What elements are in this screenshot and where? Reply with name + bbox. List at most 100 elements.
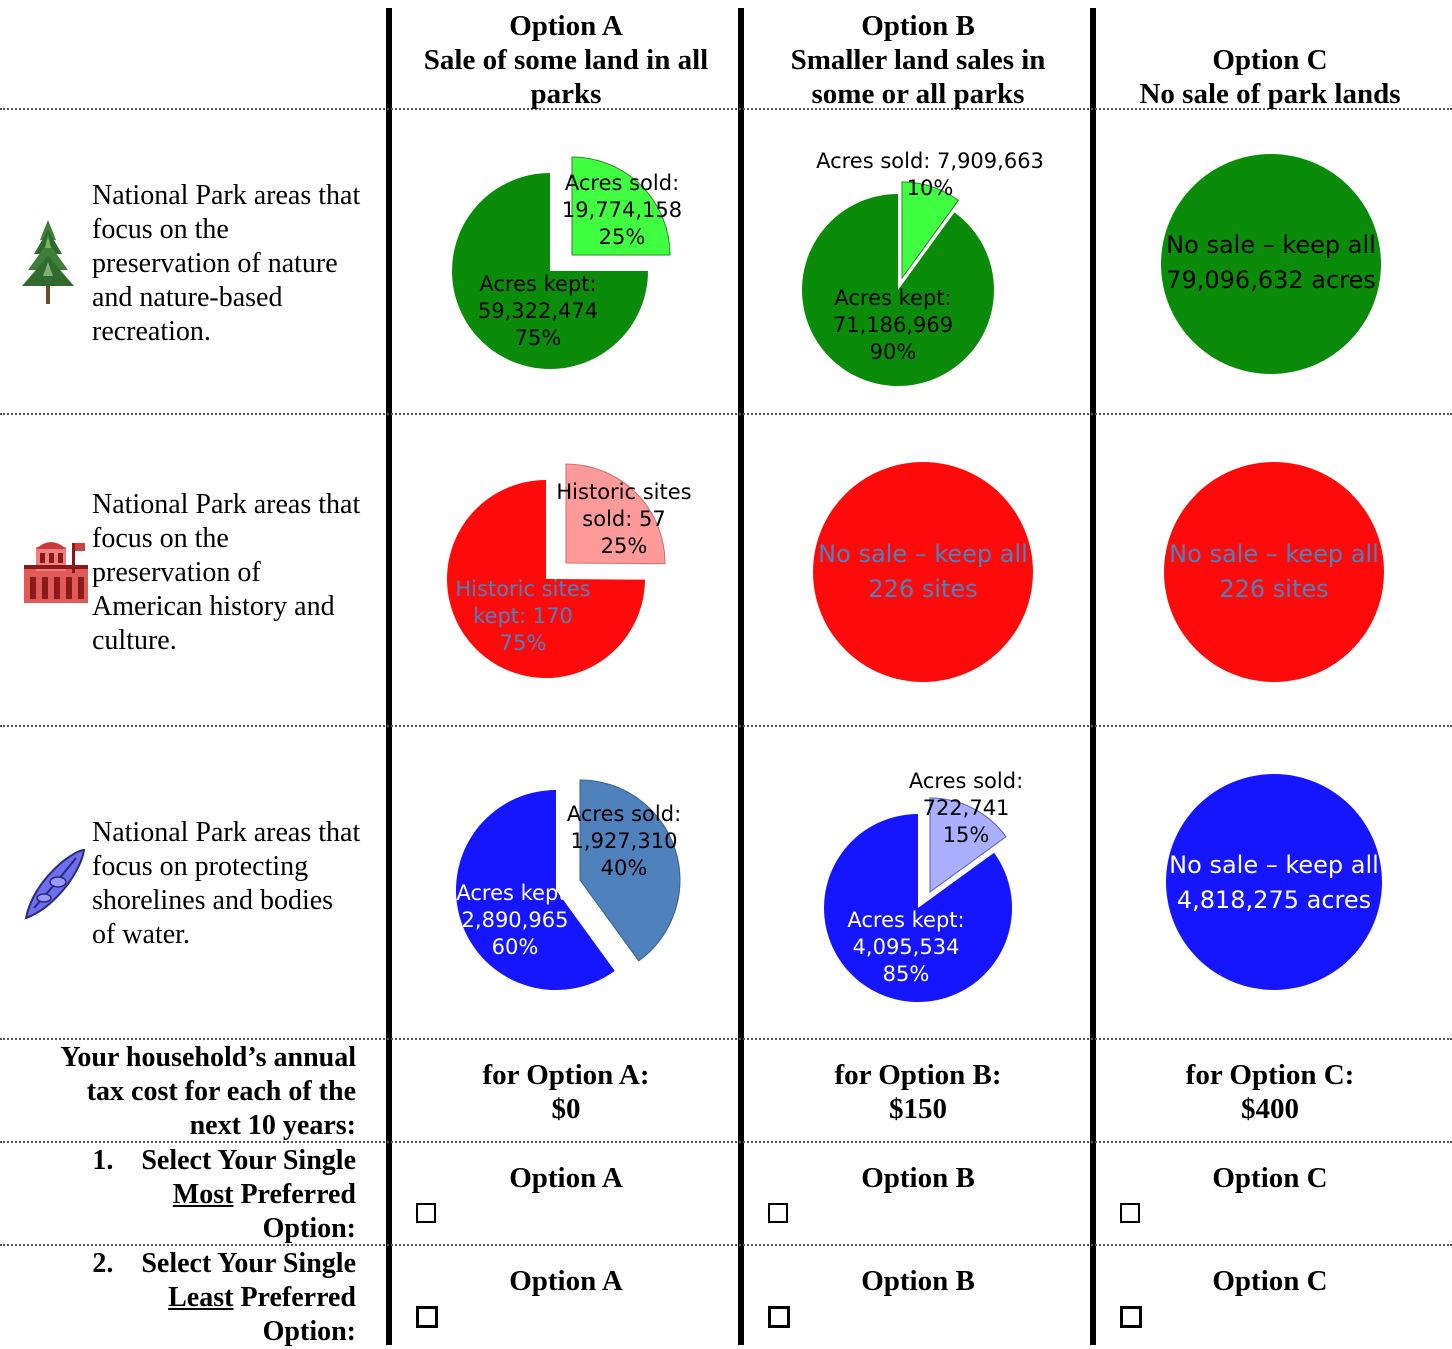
option-label: Option C (1212, 1162, 1328, 1194)
pine-tree-icon (22, 220, 74, 304)
tax-amount: $0 (551, 1093, 581, 1125)
tax-amount: $150 (889, 1093, 947, 1125)
most-option-b[interactable]: Option B (768, 1161, 1068, 1223)
option-a-description: Sale of some land in all (423, 44, 709, 76)
pie-label-sold: 19,774,158 (562, 198, 682, 222)
pie-full (1164, 462, 1384, 682)
row-divider (0, 108, 1452, 110)
question-text: Select Your Single (141, 1248, 356, 1279)
row-divider (0, 1244, 1452, 1246)
pie-label: 79,096,632 acres (1166, 266, 1376, 294)
row-text-line: of water. (92, 919, 190, 950)
pie-label-sold: Acres sold: (567, 802, 681, 826)
row-text-line: National Park areas that (92, 489, 361, 520)
row-divider (0, 1141, 1452, 1143)
pie-slice-kept (447, 480, 645, 678)
pie-label: 226 sites (868, 575, 977, 603)
question-text: Select Your Single (141, 1145, 356, 1176)
most-option-a[interactable]: Option A (416, 1161, 716, 1223)
pie-label: 4,818,275 acres (1177, 886, 1371, 914)
pie-label-sold: 15% (943, 823, 990, 847)
pie-label-kept: 60% (492, 935, 539, 959)
most-option-c[interactable]: Option C (1120, 1161, 1420, 1223)
option-a-header: Option A Sale of some land in all parks (406, 9, 726, 111)
nature-row-label: National Park areas that focus on the pr… (92, 179, 392, 349)
pie-label-sold: 10% (907, 176, 954, 200)
row-divider (0, 725, 1452, 727)
canoe-icon (24, 848, 86, 920)
least-option-a[interactable]: Option A (416, 1264, 716, 1328)
least-option-c[interactable]: Option C (1120, 1264, 1420, 1328)
tax-label-line: Your household’s annual (60, 1042, 356, 1073)
pie-full (1161, 154, 1381, 374)
row-text-line: American history and (92, 591, 335, 622)
row-divider (0, 1038, 1452, 1040)
row-text-line: culture. (92, 625, 177, 656)
option-label: Option B (861, 1265, 975, 1297)
question-number: 2. (92, 1248, 114, 1279)
row-text-line: National Park areas that (92, 180, 361, 211)
pie-label-sold: sold: 57 (582, 507, 665, 531)
least-option-b[interactable]: Option B (768, 1264, 1068, 1328)
column-divider (1090, 8, 1096, 1345)
pie-label: No sale – keep all (1169, 540, 1379, 568)
most-option-c-checkbox[interactable] (1120, 1203, 1140, 1223)
most-option-b-checkbox[interactable] (768, 1203, 788, 1223)
pie-slice-kept (802, 194, 994, 386)
option-c-header: Option C No sale of park lands (1110, 43, 1430, 111)
checkbox-row (768, 1306, 1068, 1328)
pie-label-kept: 2,890,965 (462, 908, 569, 932)
pie-label-sold: 722,741 (923, 796, 1010, 820)
least-option-a-checkbox[interactable] (416, 1306, 438, 1328)
row-text-line: and nature-based (92, 282, 283, 313)
checkbox-row (1120, 1306, 1420, 1328)
pie-label-kept: 75% (500, 631, 547, 655)
tax-cost-label: Your household’s annual tax cost for eac… (10, 1041, 356, 1143)
pie-label: No sale – keep all (1166, 231, 1376, 259)
least-option-b-checkbox[interactable] (768, 1306, 790, 1328)
option-b-description: some or all parks (811, 78, 1025, 110)
pie-label-sold: Acres sold: (909, 769, 1023, 793)
question-text: Preferred (240, 1282, 356, 1313)
tax-option-label: for Option C: (1185, 1059, 1355, 1091)
pie-label-sold: Acres sold: 7,909,663 (816, 149, 1044, 173)
option-b-header: Option B Smaller land sales in some or a… (758, 9, 1078, 111)
pie-full (1166, 774, 1382, 990)
option-b-title: Option B (861, 10, 975, 42)
tax-option-label: for Option B: (834, 1059, 1002, 1091)
pie-label-kept: 59,322,474 (478, 299, 598, 323)
row-text-line: recreation. (92, 316, 211, 347)
pie-full (813, 462, 1033, 682)
checkbox-row (416, 1306, 716, 1328)
pie-slice-kept (824, 814, 1012, 1002)
pie-label-sold: 25% (599, 225, 646, 249)
pie-label-kept: Acres kept: (479, 272, 596, 296)
question-line: Option: (262, 1316, 356, 1347)
pie-label-kept: 71,186,969 (833, 313, 953, 337)
pie-label-sold: 1,927,310 (571, 829, 678, 853)
pie-slice-sold (579, 779, 681, 962)
least-preferred-question: 2. Select Your Single Least Preferred Op… (10, 1247, 356, 1349)
row-text-line: focus on the (92, 523, 229, 554)
question-keyword: Most (172, 1179, 234, 1210)
pie-slice-kept (452, 173, 648, 369)
option-b-description: Smaller land sales in (790, 44, 1046, 76)
pie-label: No sale – keep all (818, 540, 1028, 568)
question-keyword: Least (168, 1282, 234, 1313)
pie-slice-sold (571, 156, 671, 256)
option-label: Option A (509, 1162, 623, 1194)
most-option-a-checkbox[interactable] (416, 1203, 436, 1223)
least-option-c-checkbox[interactable] (1120, 1306, 1142, 1328)
tax-cost-option-a: for Option A: $0 (416, 1058, 716, 1126)
pie-label: 226 sites (1219, 575, 1328, 603)
pie-label-kept: Acres kept: (834, 286, 951, 310)
pie-label: No sale – keep all (1169, 851, 1379, 879)
water-row-label: National Park areas that focus on protec… (92, 816, 392, 952)
tax-label-line: tax cost for each of the (86, 1076, 356, 1107)
question-line: Option: (262, 1213, 356, 1244)
pie-label-kept: 75% (515, 326, 562, 350)
column-divider (386, 8, 392, 1345)
pie-label-sold: 40% (601, 856, 648, 880)
